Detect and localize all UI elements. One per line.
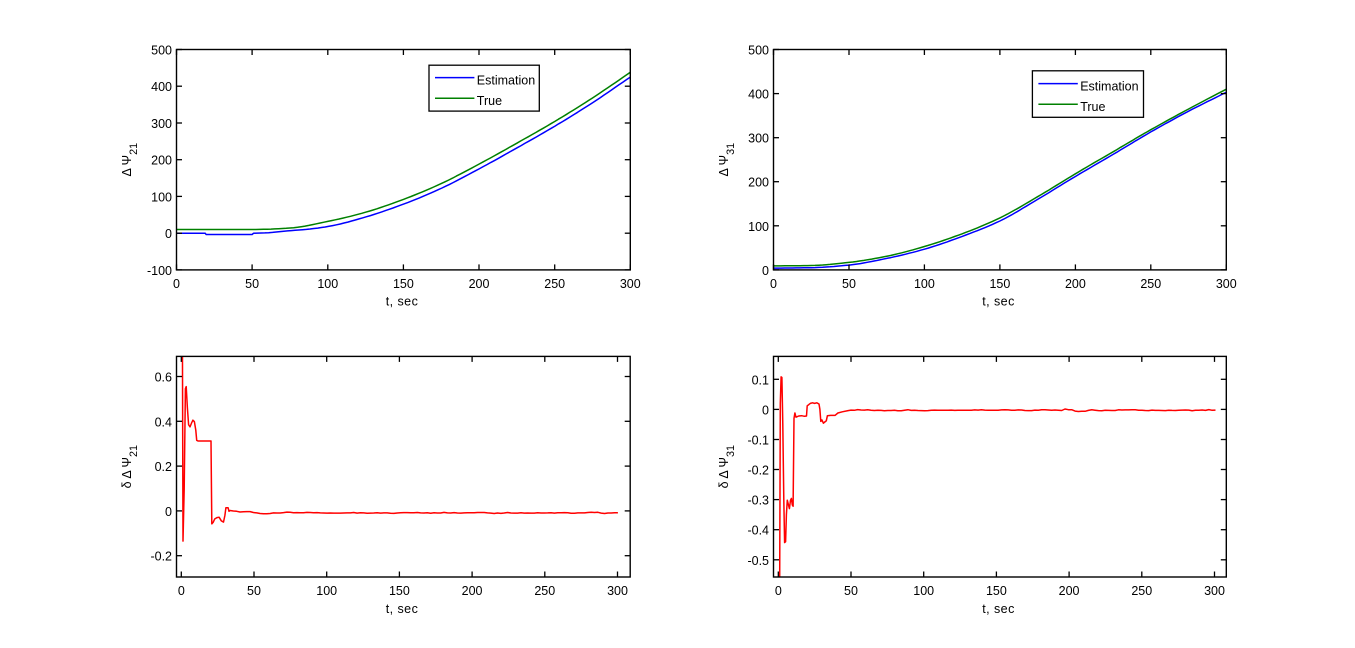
- svg-text:t, sec: t, sec: [386, 295, 419, 309]
- svg-text:400: 400: [748, 88, 769, 102]
- svg-text:200: 200: [151, 154, 172, 168]
- svg-text:100: 100: [151, 190, 172, 204]
- svg-text:0: 0: [165, 505, 172, 519]
- svg-text:-0.4: -0.4: [747, 524, 769, 538]
- svg-text:50: 50: [245, 277, 259, 291]
- svg-text:200: 200: [748, 176, 769, 190]
- svg-text:50: 50: [842, 277, 856, 291]
- svg-text:-0.2: -0.2: [747, 464, 769, 478]
- svg-text:150: 150: [393, 277, 414, 291]
- svg-text:-0.1: -0.1: [747, 434, 769, 448]
- svg-text:250: 250: [534, 584, 555, 598]
- svg-text:100: 100: [317, 277, 338, 291]
- svg-text:500: 500: [748, 44, 769, 58]
- svg-text:0.1: 0.1: [752, 373, 769, 387]
- svg-text:True: True: [1080, 100, 1105, 114]
- svg-text:100: 100: [914, 277, 935, 291]
- svg-text:300: 300: [620, 277, 641, 291]
- svg-text:t, sec: t, sec: [982, 602, 1015, 616]
- svg-text:150: 150: [989, 277, 1010, 291]
- svg-text:0: 0: [775, 584, 782, 598]
- svg-text:t, sec: t, sec: [982, 295, 1015, 309]
- svg-text:-100: -100: [147, 264, 172, 278]
- svg-text:200: 200: [1059, 584, 1080, 598]
- svg-text:100: 100: [748, 220, 769, 234]
- svg-text:250: 250: [1131, 584, 1152, 598]
- svg-text:250: 250: [544, 277, 565, 291]
- svg-text:0.4: 0.4: [155, 415, 172, 429]
- svg-text:100: 100: [913, 584, 934, 598]
- svg-text:200: 200: [469, 277, 490, 291]
- svg-text:200: 200: [1065, 277, 1086, 291]
- svg-text:300: 300: [151, 117, 172, 131]
- svg-text:-0.2: -0.2: [150, 550, 172, 564]
- svg-text:300: 300: [748, 132, 769, 146]
- svg-text:0: 0: [762, 403, 769, 417]
- svg-text:250: 250: [1140, 277, 1161, 291]
- svg-text:200: 200: [462, 584, 483, 598]
- svg-text:0.6: 0.6: [155, 371, 172, 385]
- svg-text:150: 150: [389, 584, 410, 598]
- svg-text:400: 400: [151, 80, 172, 94]
- svg-text:0: 0: [165, 227, 172, 241]
- svg-text:True: True: [477, 94, 502, 108]
- svg-text:150: 150: [986, 584, 1007, 598]
- svg-text:-0.5: -0.5: [747, 554, 769, 568]
- svg-text:300: 300: [1216, 277, 1237, 291]
- svg-text:0: 0: [762, 264, 769, 278]
- svg-text:Estimation: Estimation: [477, 73, 535, 87]
- svg-text:Estimation: Estimation: [1080, 79, 1138, 93]
- svg-text:-0.3: -0.3: [747, 494, 769, 508]
- svg-text:300: 300: [607, 584, 628, 598]
- svg-text:500: 500: [151, 44, 172, 58]
- svg-text:50: 50: [844, 584, 858, 598]
- svg-text:t, sec: t, sec: [386, 602, 419, 616]
- svg-text:100: 100: [316, 584, 337, 598]
- svg-text:0: 0: [173, 277, 180, 291]
- svg-text:0: 0: [770, 277, 777, 291]
- svg-text:0.2: 0.2: [155, 460, 172, 474]
- svg-text:300: 300: [1204, 584, 1225, 598]
- svg-text:0: 0: [178, 584, 185, 598]
- svg-text:50: 50: [247, 584, 261, 598]
